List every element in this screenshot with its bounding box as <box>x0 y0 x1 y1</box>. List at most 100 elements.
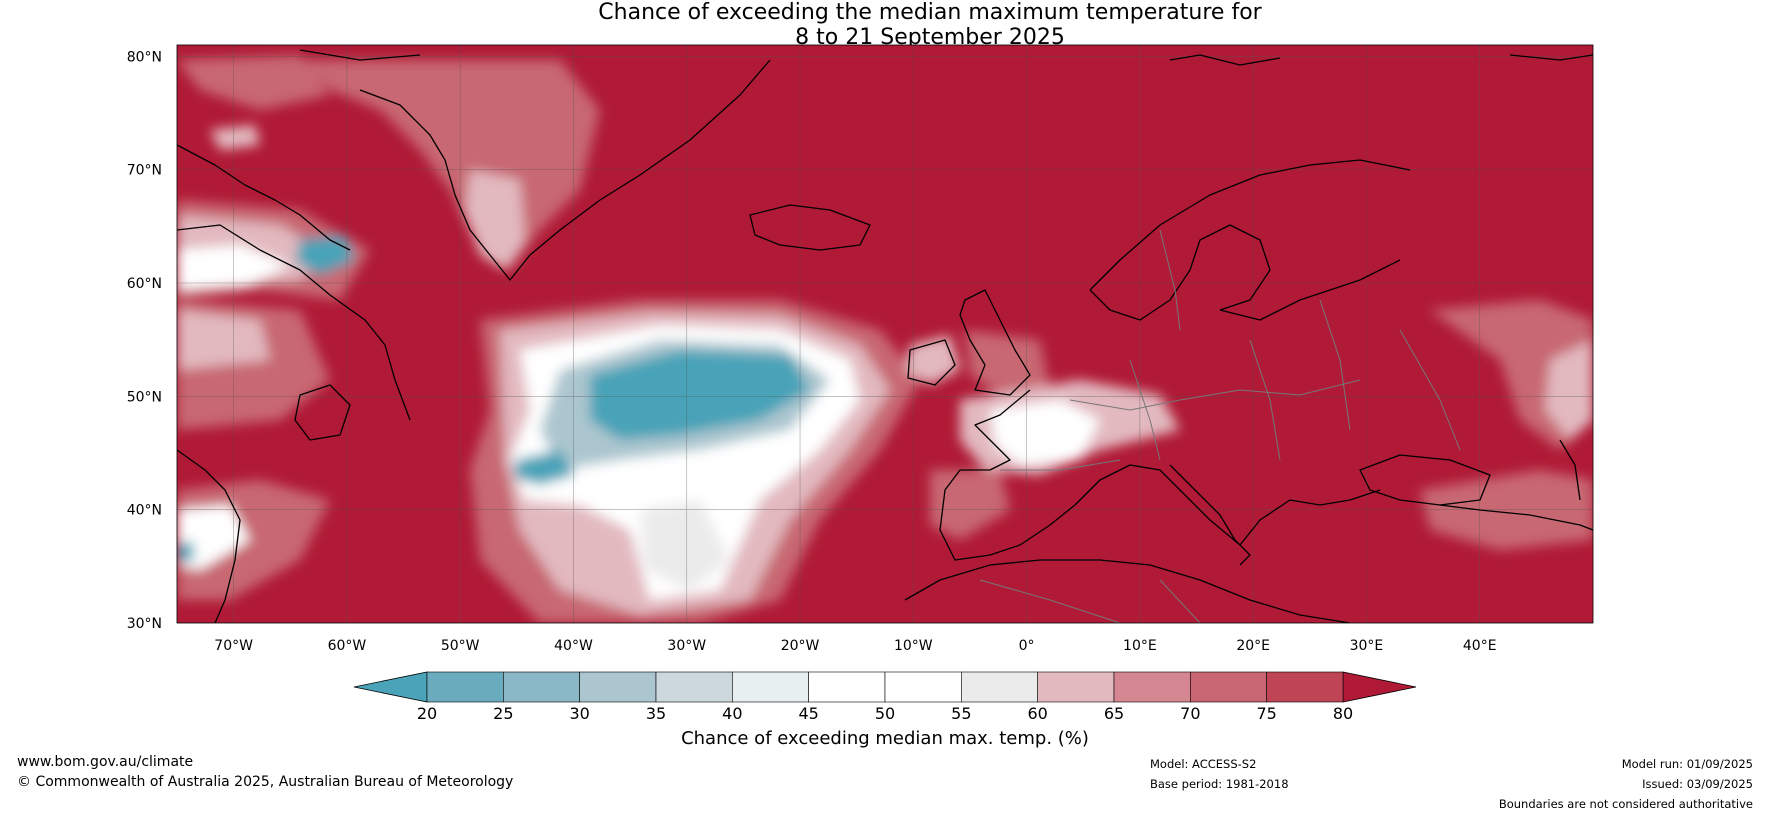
coastlines <box>177 49 1593 623</box>
region-us-east-neutral <box>177 505 250 570</box>
probability-regions <box>177 55 1593 623</box>
lon-label: 20°E <box>1236 638 1270 654</box>
colorbar-tick-label: 35 <box>646 704 666 723</box>
base-period-text: Base period: 1981-2018 <box>1150 777 1289 791</box>
colorbar-segment <box>808 671 886 703</box>
region-mid-atlantic-cold <box>590 350 810 440</box>
issued-text: Issued: 03/09/2025 <box>1642 777 1753 791</box>
border-europe-7 <box>1399 329 1461 451</box>
lat-label: 40°N <box>127 503 162 519</box>
lon-label: 50°W <box>441 638 480 654</box>
colorbar-tick-label: 25 <box>493 704 513 723</box>
colorbar-high-extension <box>1342 671 1417 703</box>
coastline-newfoundland <box>294 384 351 441</box>
coastline-baltic <box>1219 259 1401 321</box>
colorbar-segment <box>1266 671 1344 703</box>
border-africa-1 <box>979 579 1121 623</box>
title-line-1: Chance of exceeding the median maximum t… <box>598 0 1262 25</box>
colorbar: 20 25 30 35 40 45 50 55 60 65 70 75 80 Chance of exce… <box>353 671 1417 749</box>
disclaimer-text: Boundaries are not considered authoritat… <box>1498 797 1753 811</box>
region-greenland-warm <box>300 60 600 270</box>
colorbar-tick-label: 45 <box>798 704 818 723</box>
copyright-text: © Commonwealth of Australia 2025, Austra… <box>17 774 514 790</box>
lat-label: 80°N <box>127 49 162 65</box>
colorbar-tick-label: 50 <box>875 704 895 723</box>
colorbar-tick-label: 20 <box>417 704 437 723</box>
coastline-caspian <box>1559 439 1581 501</box>
coastline-turkey <box>1439 504 1593 531</box>
colorbar-tick-label: 80 <box>1333 704 1353 723</box>
lon-label: 10°E <box>1123 638 1157 654</box>
colorbar-tick-label: 40 <box>722 704 742 723</box>
coastline-baffin <box>177 144 351 251</box>
colorbar-tick-label: 55 <box>951 704 971 723</box>
lon-label: 70°W <box>214 638 253 654</box>
coastline-mediterranean-north <box>1074 464 1381 546</box>
lon-label: 30°W <box>667 638 706 654</box>
colorbar-tick-label: 75 <box>1256 704 1276 723</box>
colorbar-segment <box>1113 671 1191 703</box>
coastline-western-europe <box>939 389 1076 561</box>
region-us-east-cold <box>177 540 195 562</box>
coastline-us-east <box>177 449 241 623</box>
coastline-greenland-north <box>299 49 421 61</box>
region-arctic-island-mild <box>210 125 260 150</box>
colorbar-segment <box>426 671 504 703</box>
colorbar-segment <box>579 671 657 703</box>
colorbar-segment <box>961 671 1038 703</box>
border-europe-6 <box>1000 459 1121 471</box>
region-greenland-mild <box>465 170 525 270</box>
coastline-norway <box>1089 159 1411 291</box>
forecast-map <box>177 45 1593 623</box>
model-text: Model: ACCESS-S2 <box>1150 757 1257 771</box>
lon-label: 40°W <box>554 638 593 654</box>
colorbar-low-extension <box>353 671 428 703</box>
border-africa-2 <box>1159 579 1201 623</box>
coastline-labrador <box>177 224 411 421</box>
coastline-greenland <box>359 59 771 281</box>
map-frame <box>176 44 1594 624</box>
region-arctic-canada-warm <box>177 55 330 110</box>
border-europe-1 <box>1159 229 1181 331</box>
lon-label: 60°W <box>328 638 367 654</box>
colorbar-tick-label: 30 <box>569 704 589 723</box>
coastline-ireland <box>907 339 956 386</box>
colorbar-segment <box>732 671 809 703</box>
colorbar-segment <box>884 671 962 703</box>
lon-label: 10°W <box>894 638 933 654</box>
region-turkey-warm <box>1420 470 1593 550</box>
colorbar-tick-label: 60 <box>1027 704 1047 723</box>
graticule <box>177 45 1593 623</box>
coastline-iceland <box>749 204 871 251</box>
lon-label: 0° <box>1019 638 1035 654</box>
lon-label: 20°W <box>781 638 820 654</box>
country-borders <box>979 229 1461 623</box>
region-newfoundland-mild <box>177 310 270 370</box>
region-uk-warm <box>965 330 1050 395</box>
border-europe-5 <box>1319 299 1351 431</box>
longitude-labels: 70°W 60°W 50°W 40°W 30°W 20°W 10°W 0° 10°E 20°E 30… <box>214 638 1496 654</box>
border-europe-4 <box>1249 339 1281 461</box>
coastline-novaya-zemlya <box>1509 54 1593 61</box>
latitude-labels: 80°N 70°N 60°N 50°N 40°N 30°N <box>127 49 162 632</box>
colorbar-label: Chance of exceeding median max. temp. (%… <box>681 728 1089 749</box>
colorbar-segment <box>1037 671 1115 703</box>
lat-label: 30°N <box>127 616 162 632</box>
region-russia-mild <box>1545 340 1593 440</box>
region-azores-cold <box>515 450 575 485</box>
model-run-text: Model run: 01/09/2025 <box>1621 757 1753 771</box>
region-mid-atlantic-grey <box>640 500 730 590</box>
chart-title: Chance of exceeding the median maximum t… <box>0 0 1770 50</box>
website-text: www.bom.gov.au/climate <box>17 754 194 770</box>
lon-label: 30°E <box>1350 638 1384 654</box>
border-europe-2 <box>1069 379 1361 411</box>
coastline-britain <box>959 289 1031 396</box>
border-europe-3 <box>1129 359 1161 461</box>
colorbar-tick-label: 65 <box>1104 704 1124 723</box>
colorbar-tick-label: 70 <box>1180 704 1200 723</box>
lat-label: 70°N <box>127 163 162 179</box>
lat-label: 60°N <box>127 276 162 292</box>
region-france-neutral <box>990 400 1100 465</box>
region-iberia-warm <box>930 470 1010 540</box>
